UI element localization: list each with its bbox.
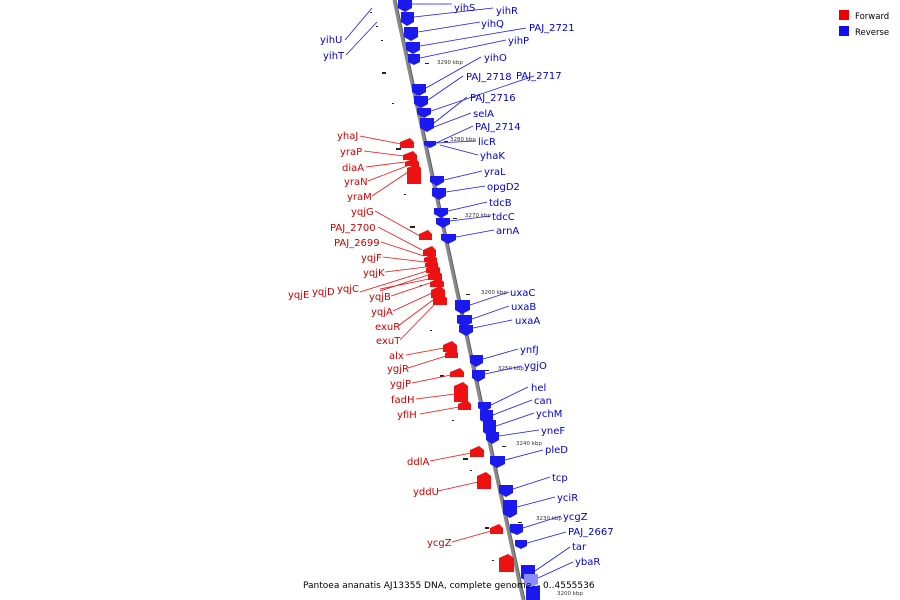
gene-label: yihP (508, 36, 529, 47)
gene-label: alx (389, 351, 404, 362)
gene-label: yddU (413, 487, 439, 498)
legend-swatch-forward (839, 10, 849, 20)
gene-label: yqjC (337, 284, 359, 295)
gene-label: yraP (340, 147, 362, 158)
gene-label: ygjR (387, 364, 409, 375)
gene-label: ychM (536, 409, 562, 420)
tick-label: 3230 kbp (536, 516, 562, 522)
genome-caption: Pantoea ananatis AJ13355 DNA, complete g… (303, 581, 595, 591)
gene-label: tcp (552, 473, 568, 484)
gene-label: ddlA (407, 457, 429, 468)
gene-label: uxaA (515, 316, 540, 327)
gene-label: PAJ_2667 (568, 527, 614, 538)
gene-label: can (534, 396, 552, 407)
gene-label: PAJ_2721 (529, 23, 575, 34)
tick-labels: 3290 kbp 3280 kbp 3270 kbp 3260 kbp 3250… (437, 60, 583, 597)
forward-gene-labels: yhaJ yraP diaA yraN yraM yqjG PAJ_2700 P… (288, 131, 452, 549)
gene-label: yraL (484, 167, 506, 178)
gene-label: ycgZ (563, 512, 588, 523)
gene-label: PAJ_2717 (516, 71, 562, 82)
tick-label: 3240 kbp (516, 441, 542, 447)
gene-label: PAJ_2700 (330, 223, 376, 234)
forward-connectors (359, 135, 492, 543)
gene-label: uxaB (511, 302, 536, 313)
gene-label: tar (572, 542, 587, 553)
tick-label: 3200 kbp (557, 591, 583, 597)
gene-label: yhaJ (337, 131, 358, 142)
gene-label: licR (478, 137, 496, 148)
reverse-gene-labels: yihS yihR yihQ PAJ_2721 yihP yihO PAJ_27… (320, 3, 614, 568)
gene-label: yraM (347, 192, 372, 203)
gene-label: yqjA (371, 307, 393, 318)
legend: Forward Reverse (839, 10, 889, 38)
tick-label: 3250 kbp (498, 366, 524, 372)
tick-label: 3290 kbp (437, 60, 463, 66)
gene-label: ygjO (524, 361, 547, 372)
gene-label: opgD2 (487, 182, 520, 193)
gene-label: yihS (454, 3, 475, 14)
gene-label: hel (531, 383, 546, 394)
gene-label: yneF (541, 426, 565, 437)
gene-label: PAJ_2699 (334, 238, 380, 249)
gene-label: pleD (545, 445, 568, 456)
gene-label: tdcC (492, 212, 515, 223)
gene-label: uxaC (510, 288, 535, 299)
gene-label: yraN (344, 177, 368, 188)
gene-label: yhaK (480, 151, 505, 162)
gene-label: yihT (323, 51, 345, 62)
gene-label: PAJ_2714 (475, 122, 521, 133)
gene-label: PAJ_2716 (470, 93, 516, 104)
reverse-gene-faded (524, 574, 538, 587)
gene-label: PAJ_2718 (466, 72, 512, 83)
gene-label: yfiH (397, 410, 417, 421)
gene-label: diaA (342, 163, 364, 174)
gene-label: selA (473, 109, 494, 120)
legend-label-reverse: Reverse (855, 28, 889, 38)
gene-label: yqjG (351, 207, 374, 218)
gene-label: yciR (557, 493, 578, 504)
gene-label: ynfJ (520, 345, 539, 356)
reverse-gene-blocks (398, 0, 540, 600)
legend-swatch-reverse (839, 26, 849, 36)
tick-label: 3260 kbp (481, 290, 507, 296)
gene-label: yqjD (312, 287, 335, 298)
gene-label: yqjK (363, 268, 385, 279)
gene-label: yqjB (369, 292, 391, 303)
gene-label: yihO (484, 53, 507, 64)
gene-label: yqjE (288, 290, 309, 301)
gene-label: exuR (375, 322, 400, 333)
legend-label-forward: Forward (855, 12, 889, 22)
gene-label: yihU (320, 35, 342, 46)
gene-label: ycgZ (427, 538, 452, 549)
gene-label: arnA (496, 226, 519, 237)
tick-label: 3270 kbp (465, 213, 491, 219)
tick-label: 3280 kbp (450, 137, 476, 143)
gene-label: ygjP (390, 379, 411, 390)
gene-label: yqjF (361, 253, 382, 264)
gene-label: tdcB (489, 198, 512, 209)
forward-gene-blocks (400, 138, 514, 572)
gene-label: yihR (496, 6, 518, 17)
gene-label: exuT (376, 336, 401, 347)
gene-label: yihQ (481, 19, 504, 30)
gene-label: ybaR (575, 557, 600, 568)
gene-label: fadH (391, 395, 415, 406)
reverse-connectors (344, 3, 574, 579)
